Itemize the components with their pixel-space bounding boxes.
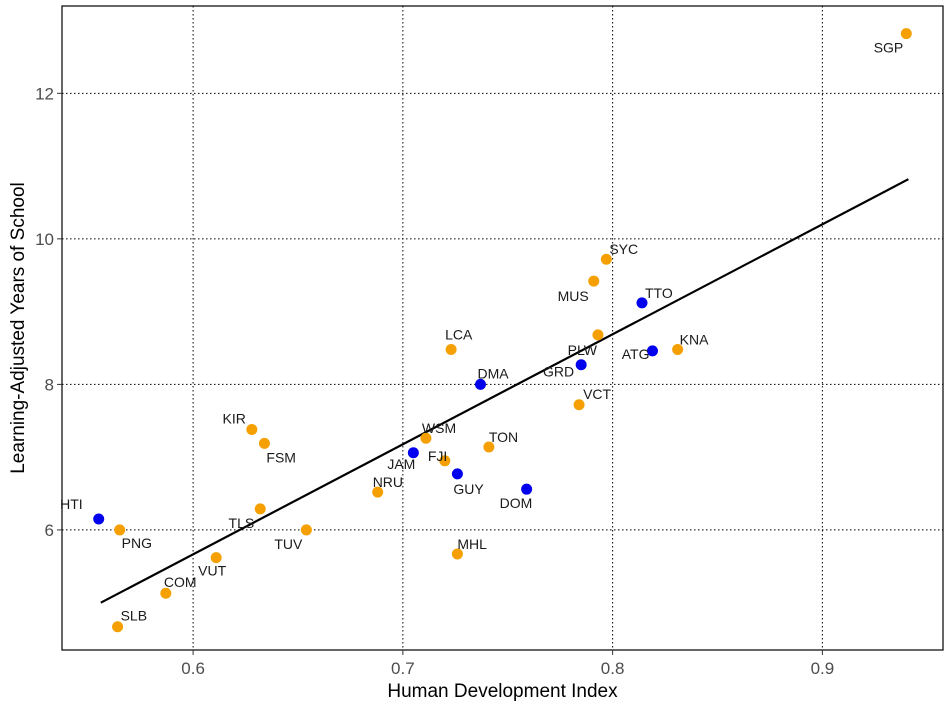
- data-point-com: [160, 587, 172, 599]
- data-point-tls: [254, 503, 266, 515]
- point-label-mus: MUS: [558, 288, 589, 304]
- data-point-fsm: [258, 437, 270, 449]
- point-label-grd: GRD: [543, 364, 574, 380]
- point-label-hti: HTI: [60, 496, 83, 512]
- x-axis-title: Human Development Index: [387, 681, 618, 702]
- data-point-fji: [439, 455, 451, 467]
- point-label-slb: SLB: [121, 608, 147, 624]
- point-label-vct: VCT: [583, 386, 611, 402]
- data-point-guy: [451, 468, 463, 480]
- point-label-png: PNG: [122, 535, 152, 551]
- data-point-plw: [592, 329, 604, 341]
- data-point-sgp: [900, 28, 912, 40]
- point-label-guy: GUY: [453, 481, 484, 497]
- data-point-mus: [588, 275, 600, 287]
- point-label-syc: SYC: [609, 241, 638, 257]
- data-point-jam: [407, 447, 419, 459]
- data-points: [93, 28, 912, 633]
- point-label-dma: DMA: [477, 365, 509, 381]
- x-tick-label: 0.8: [601, 659, 625, 678]
- data-point-lca: [445, 343, 457, 355]
- point-label-sgp: SGP: [874, 40, 904, 56]
- point-label-wsm: WSM: [422, 420, 456, 436]
- data-point-vct: [573, 399, 585, 411]
- plot-panel-border: [61, 5, 944, 651]
- data-point-png: [114, 524, 126, 536]
- axis-ticks: 0.6 0.7 0.8 0.9 6 8 10 12: [35, 84, 834, 678]
- point-label-fsm: FSM: [266, 449, 296, 465]
- data-point-ton: [483, 441, 495, 453]
- point-label-mhl: MHL: [457, 536, 487, 552]
- data-point-mhl: [451, 548, 463, 560]
- point-label-lca: LCA: [445, 326, 473, 342]
- data-point-wsm: [420, 432, 432, 444]
- point-label-atg: ATG: [622, 346, 650, 362]
- y-tick-label: 8: [45, 375, 54, 394]
- y-axis-title: Learning-Adjusted Years of School: [8, 182, 29, 474]
- point-label-tls: TLS: [229, 515, 255, 531]
- data-point-dma: [474, 378, 486, 390]
- point-label-tuv: TUV: [274, 536, 303, 552]
- data-point-slb: [112, 621, 124, 633]
- point-label-dom: DOM: [500, 495, 533, 511]
- data-point-hti: [93, 513, 105, 525]
- point-label-fji: FJI: [428, 448, 447, 464]
- y-tick-label: 6: [45, 521, 54, 540]
- data-point-atg: [646, 345, 658, 357]
- point-label-vut: VUT: [198, 563, 226, 579]
- y-tick-label: 12: [35, 84, 54, 103]
- x-tick-label: 0.6: [181, 659, 205, 678]
- point-label-kna: KNA: [680, 331, 709, 347]
- point-label-nru: NRU: [373, 474, 403, 490]
- point-label-kir: KIR: [222, 411, 245, 427]
- point-label-ton: TON: [489, 429, 518, 445]
- trend-line-group: [100, 178, 909, 604]
- data-point-tuv: [300, 524, 312, 536]
- trend-line: [100, 178, 909, 604]
- grid-lines: [62, 6, 943, 650]
- data-point-kna: [672, 343, 684, 355]
- data-point-syc: [600, 253, 612, 265]
- y-tick-label: 10: [35, 230, 54, 249]
- data-point-nru: [372, 486, 384, 498]
- data-point-kir: [246, 424, 258, 436]
- point-label-plw: PLW: [568, 342, 598, 358]
- point-label-tto: TTO: [645, 285, 673, 301]
- data-point-vut: [210, 552, 222, 564]
- data-point-tto: [636, 297, 648, 309]
- point-label-jam: JAM: [387, 456, 415, 472]
- x-tick-label: 0.9: [811, 659, 835, 678]
- data-point-dom: [521, 483, 533, 495]
- point-label-com: COM: [164, 574, 197, 590]
- data-point-grd: [575, 359, 587, 371]
- x-tick-label: 0.7: [391, 659, 415, 678]
